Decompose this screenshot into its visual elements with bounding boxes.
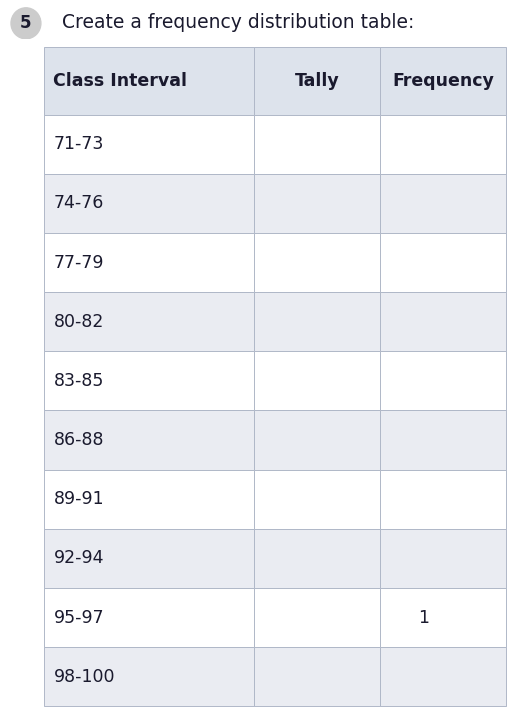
Text: 95-97: 95-97 (53, 609, 104, 627)
Text: Frequency: Frequency (392, 72, 494, 90)
Text: 5: 5 (20, 14, 32, 32)
Text: 83-85: 83-85 (53, 372, 104, 390)
Circle shape (11, 8, 41, 39)
Text: 80-82: 80-82 (53, 313, 104, 331)
Text: Create a frequency distribution table:: Create a frequency distribution table: (62, 14, 415, 32)
Text: 98-100: 98-100 (53, 668, 115, 685)
Text: 86-88: 86-88 (53, 431, 104, 449)
Text: Tally: Tally (295, 72, 339, 90)
Text: 74-76: 74-76 (53, 194, 104, 212)
Text: 71-73: 71-73 (53, 136, 104, 153)
Text: 1: 1 (418, 609, 429, 627)
Text: 92-94: 92-94 (53, 549, 104, 567)
Text: 89-91: 89-91 (53, 490, 104, 508)
Text: Class Interval: Class Interval (53, 72, 187, 90)
Text: 77-79: 77-79 (53, 254, 104, 272)
